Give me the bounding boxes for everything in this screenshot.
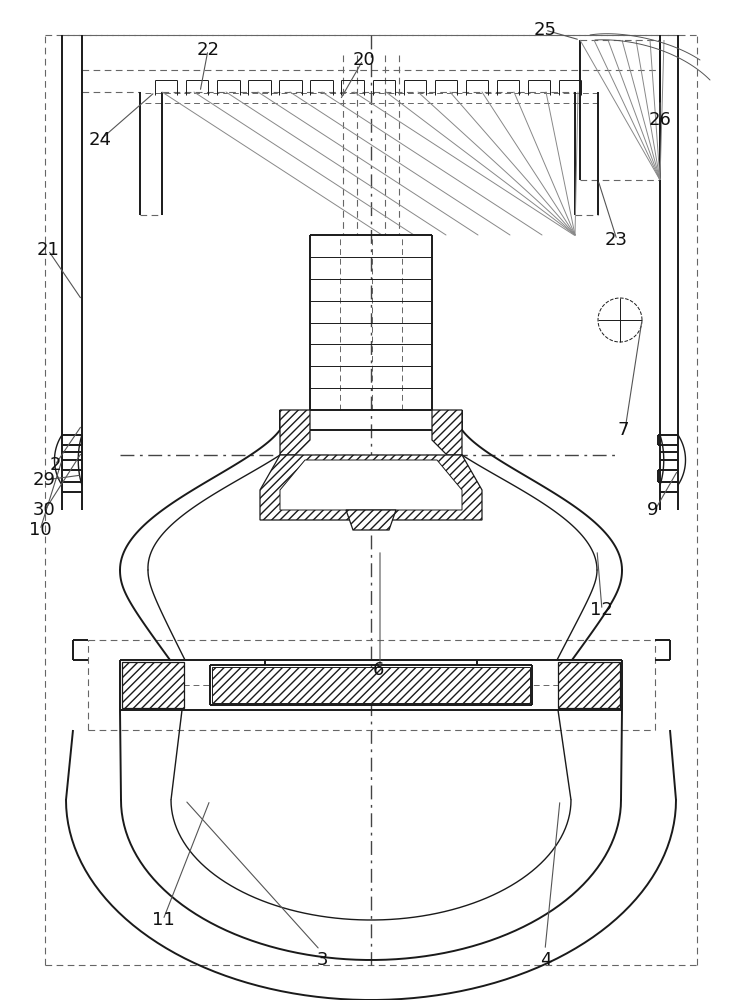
- Text: 25: 25: [534, 21, 556, 39]
- Text: 24: 24: [89, 131, 111, 149]
- Polygon shape: [280, 410, 310, 455]
- Text: 21: 21: [37, 241, 59, 259]
- Text: 9: 9: [647, 501, 659, 519]
- Text: 12: 12: [590, 601, 612, 619]
- Text: 23: 23: [605, 231, 627, 249]
- Bar: [122, 662, 184, 708]
- Bar: [558, 662, 620, 708]
- Text: 2: 2: [50, 456, 62, 474]
- Text: 10: 10: [30, 521, 52, 539]
- Text: 6: 6: [372, 661, 384, 679]
- Text: 26: 26: [649, 111, 672, 129]
- Text: 22: 22: [197, 41, 219, 59]
- Text: 30: 30: [33, 501, 56, 519]
- Text: 7: 7: [617, 421, 629, 439]
- Polygon shape: [432, 410, 462, 455]
- Bar: [212, 667, 530, 703]
- Polygon shape: [280, 460, 462, 510]
- Text: 11: 11: [152, 911, 174, 929]
- Text: 4: 4: [539, 951, 551, 969]
- Polygon shape: [346, 510, 396, 530]
- Polygon shape: [260, 455, 482, 520]
- Text: 20: 20: [352, 51, 375, 69]
- Text: 29: 29: [33, 471, 56, 489]
- Text: 3: 3: [317, 951, 329, 969]
